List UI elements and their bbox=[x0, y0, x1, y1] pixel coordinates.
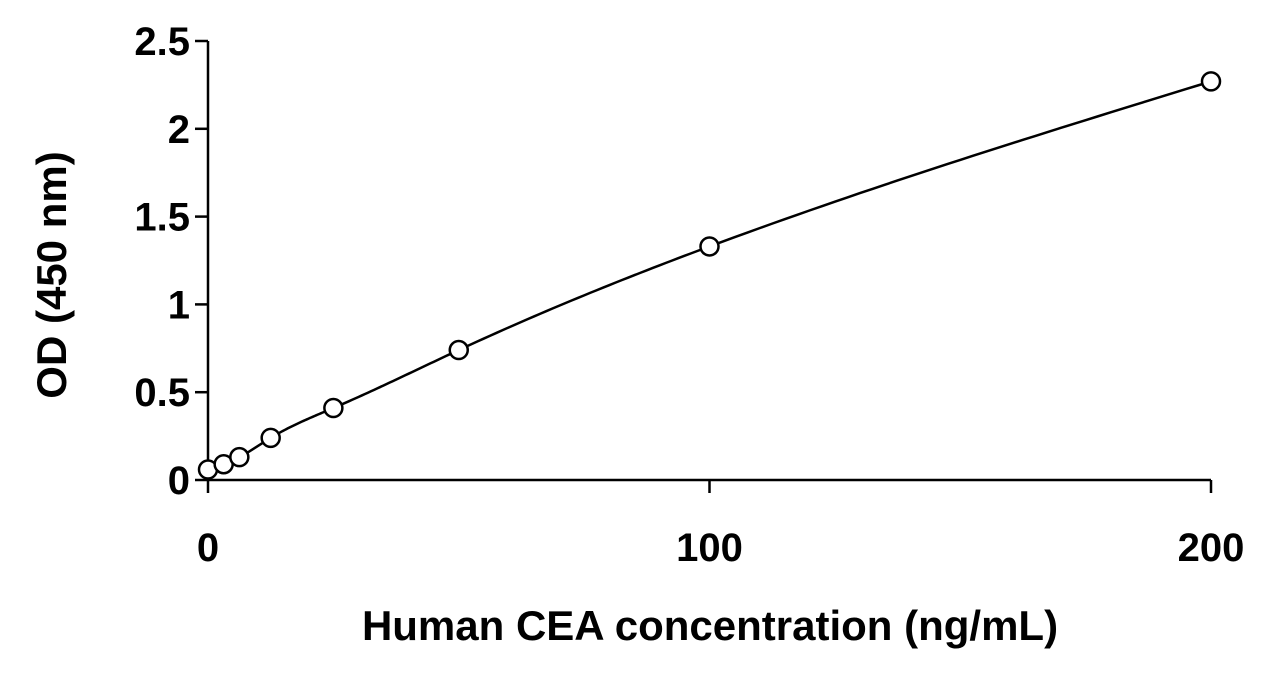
data-point bbox=[323, 397, 344, 419]
y-tick-label: 2 bbox=[168, 108, 190, 152]
y-tick-label: 0 bbox=[168, 459, 190, 503]
data-points bbox=[197, 71, 1222, 480]
x-tick-label: 200 bbox=[1178, 526, 1245, 570]
x-tick-label: 100 bbox=[676, 526, 743, 570]
fit-curve-line bbox=[207, 80, 1212, 471]
y-ticks: 0 0.5 1 1.5 2 2.5 bbox=[134, 20, 208, 503]
x-tick-label: 0 bbox=[197, 526, 219, 570]
x-axis-title: Human CEA concentration (ng/mL) bbox=[362, 602, 1058, 649]
x-ticks: 0 100 200 bbox=[197, 480, 1245, 570]
y-tick-label: 1.5 bbox=[134, 196, 190, 240]
y-tick-label: 2.5 bbox=[134, 20, 190, 64]
axes bbox=[206, 41, 1211, 482]
y-tick-label: 0.5 bbox=[134, 371, 190, 415]
data-point bbox=[699, 236, 720, 257]
data-point bbox=[1200, 71, 1222, 92]
data-point bbox=[448, 339, 469, 361]
data-point bbox=[260, 427, 281, 449]
y-axis-title: OD (450 nm) bbox=[28, 151, 75, 398]
data-point bbox=[229, 446, 250, 468]
y-tick-label: 1 bbox=[168, 283, 190, 327]
